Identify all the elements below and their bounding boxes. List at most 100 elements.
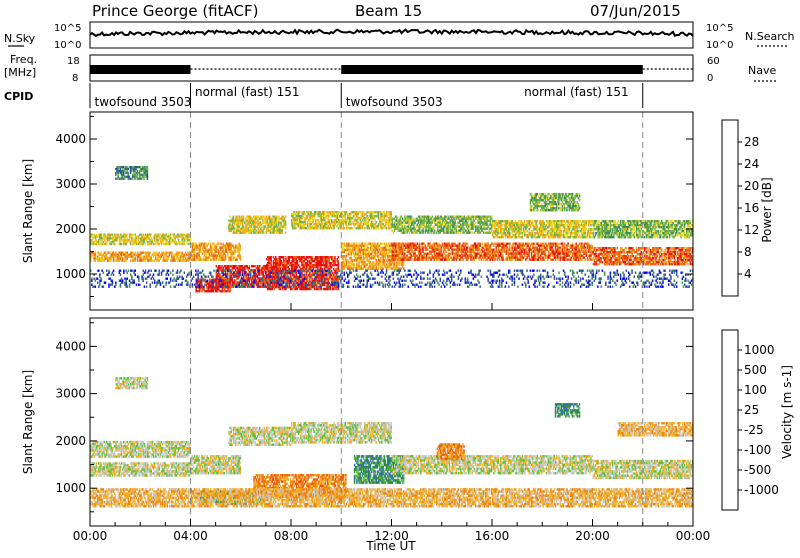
noise-left-tick-bottom: 10^0 bbox=[54, 40, 81, 51]
range-cell bbox=[479, 245, 481, 247]
range-cell bbox=[230, 288, 232, 290]
range-cell bbox=[411, 259, 413, 261]
range-cell bbox=[317, 227, 319, 229]
range-cell bbox=[445, 251, 447, 253]
range-cell bbox=[200, 251, 202, 253]
range-cell bbox=[106, 243, 108, 245]
range-cell bbox=[299, 211, 301, 213]
range-cell bbox=[272, 288, 274, 290]
range-cell bbox=[235, 251, 237, 253]
date-label: 07/Jun/2015 bbox=[590, 2, 681, 20]
frequency-block-2 bbox=[341, 65, 643, 74]
freq-label-2: [MHz] bbox=[4, 66, 36, 79]
range-cell bbox=[199, 290, 201, 292]
range-cell bbox=[386, 227, 388, 229]
range-cell bbox=[259, 267, 261, 269]
range-cell bbox=[127, 234, 129, 236]
cpid-segment-1: twofsound 3503 bbox=[95, 95, 192, 109]
range-cell bbox=[321, 288, 323, 290]
range-cell bbox=[220, 243, 222, 245]
range-cell bbox=[145, 243, 147, 245]
nave-tick-top: 60 bbox=[707, 56, 720, 67]
range-cell bbox=[491, 230, 493, 232]
range-cell bbox=[135, 259, 137, 261]
range-cell bbox=[179, 243, 181, 245]
cpid-row: CPID twofsound 3503 normal (fast) 151 tw… bbox=[4, 83, 643, 109]
range-cell bbox=[378, 227, 380, 229]
range-cell bbox=[460, 232, 462, 234]
range-cell bbox=[285, 232, 287, 234]
range-cell bbox=[352, 227, 354, 229]
cpid-segment-2: normal (fast) 151 bbox=[195, 85, 299, 99]
range-cell bbox=[338, 256, 340, 258]
range-cell bbox=[240, 259, 242, 261]
range-cell bbox=[422, 232, 424, 234]
range-cell bbox=[330, 288, 332, 290]
range-cell bbox=[240, 249, 242, 251]
range-cell bbox=[225, 259, 227, 261]
range-cell bbox=[149, 252, 151, 254]
range-cell bbox=[333, 227, 335, 229]
range-cell bbox=[476, 257, 478, 259]
range-cell bbox=[111, 259, 113, 261]
cpid-segment-3: twofsound 3503 bbox=[346, 95, 443, 109]
range-cell bbox=[114, 243, 116, 245]
range-cell bbox=[237, 277, 239, 279]
range-cell bbox=[204, 288, 206, 290]
noise-sky-line bbox=[90, 30, 693, 36]
range-cell bbox=[311, 286, 313, 288]
range-cell bbox=[482, 243, 484, 245]
scatter-band-10 bbox=[392, 243, 493, 261]
range-cell bbox=[364, 227, 366, 229]
range-cell bbox=[130, 259, 132, 261]
frequency-panel: Freq. [MHz] 18 8 60 0 Nave bbox=[4, 53, 778, 84]
cpid-label: CPID bbox=[4, 90, 33, 103]
range-cell bbox=[236, 259, 238, 261]
range-cell bbox=[151, 234, 153, 236]
nave-tick-bottom: 0 bbox=[707, 73, 713, 84]
range-cell bbox=[467, 243, 469, 245]
range-cell bbox=[462, 259, 464, 261]
range-cell bbox=[376, 221, 378, 223]
range-cell bbox=[249, 267, 251, 269]
nave-label: Nave bbox=[748, 64, 776, 77]
range-cell bbox=[427, 249, 429, 251]
noise-right-tick-top: 10^5 bbox=[706, 23, 733, 34]
noise-left-tick-top: 10^5 bbox=[54, 23, 81, 34]
range-cell bbox=[263, 232, 265, 234]
scatter-band-12 bbox=[492, 243, 593, 261]
range-cell bbox=[344, 227, 346, 229]
range-cell bbox=[226, 290, 228, 292]
station-title: Prince George (fitACF) bbox=[92, 2, 258, 20]
range-cell bbox=[116, 239, 118, 241]
scatter-band-1 bbox=[90, 252, 191, 262]
range-cell bbox=[218, 288, 220, 290]
range-cell bbox=[91, 256, 93, 258]
range-cell bbox=[218, 243, 220, 245]
range-cell bbox=[130, 243, 132, 245]
range-cell bbox=[471, 232, 473, 234]
range-cell bbox=[338, 288, 340, 290]
range-cell bbox=[230, 290, 232, 292]
range-cell bbox=[494, 259, 496, 261]
range-cell bbox=[168, 257, 170, 259]
range-cell bbox=[324, 284, 326, 286]
range-cell bbox=[285, 216, 287, 218]
range-cell bbox=[469, 232, 471, 234]
range-cell bbox=[232, 269, 234, 271]
range-cell bbox=[184, 243, 186, 245]
freq-tick-top: 18 bbox=[67, 56, 80, 67]
range-cell bbox=[475, 222, 477, 224]
freq-tick-bottom: 8 bbox=[72, 73, 78, 84]
range-cell bbox=[229, 216, 231, 218]
noise-search-label: N.Search bbox=[745, 30, 795, 43]
range-cell bbox=[281, 232, 283, 234]
range-cell bbox=[201, 290, 203, 292]
range-cell bbox=[234, 224, 236, 226]
range-cell bbox=[297, 270, 299, 272]
frequency-block-1 bbox=[90, 65, 191, 74]
range-cell bbox=[213, 290, 215, 292]
range-cell bbox=[403, 263, 405, 266]
beam-label: Beam 15 bbox=[355, 2, 422, 20]
